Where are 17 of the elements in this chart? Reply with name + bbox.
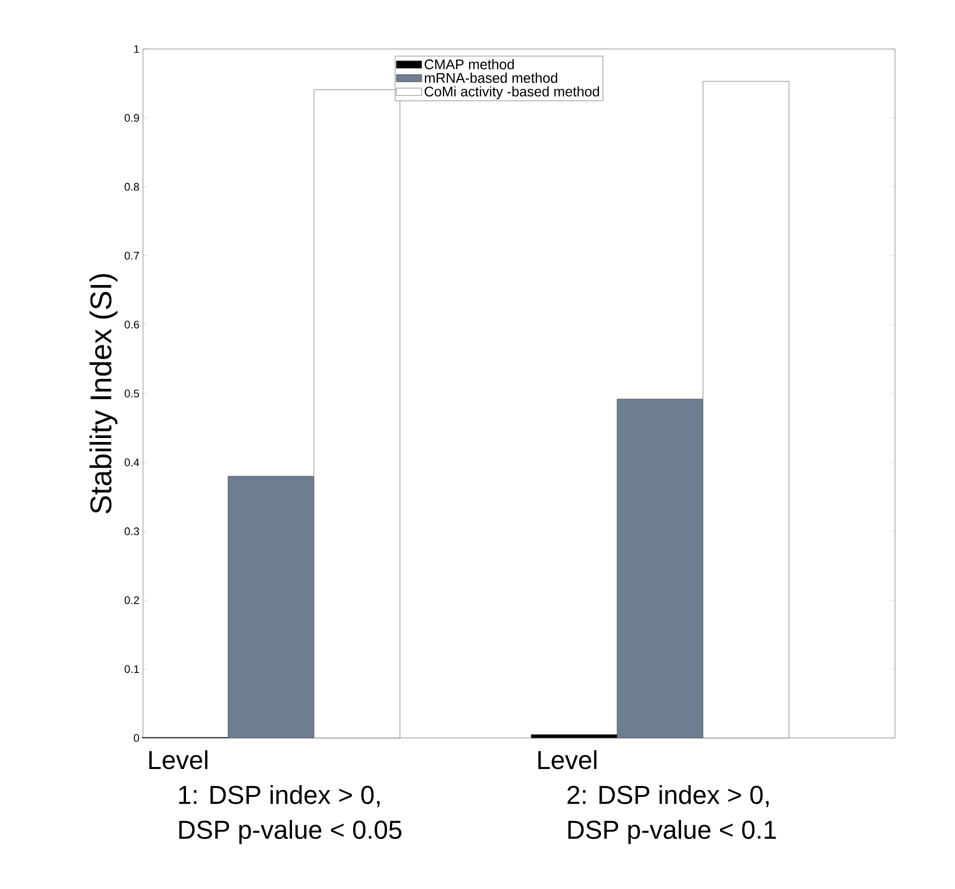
y-tick-label: 0	[134, 734, 140, 742]
y-tick-label: 0.8	[124, 182, 139, 191]
legend-label: CMAP method	[424, 59, 514, 70]
y-tick-label: 0.1	[124, 665, 139, 673]
y-tick-label: 0.4	[124, 458, 140, 466]
y-tick-label: 1	[134, 45, 139, 53]
x-tick-label: Level 2: DSP index > 0, DSP p-value < 0.1	[538, 750, 776, 844]
y-tick-label: 0.5	[124, 390, 140, 398]
y-axis-title: Stability Index (SI)	[90, 274, 118, 514]
y-tick-label: 0.6	[124, 320, 139, 328]
y-tick-label: 0.3	[124, 527, 139, 536]
y-tick-label: 0.9	[124, 114, 139, 122]
x-tick-label: Level 1: DSP index > 0, DSP p-value < 0.05	[149, 750, 402, 844]
y-tick-label: 0.7	[124, 252, 139, 260]
legend-label: CoMi activity -based method	[424, 86, 600, 100]
y-tick-label: 0.2	[124, 596, 139, 604]
legend-label: mRNA-based method	[424, 72, 558, 83]
